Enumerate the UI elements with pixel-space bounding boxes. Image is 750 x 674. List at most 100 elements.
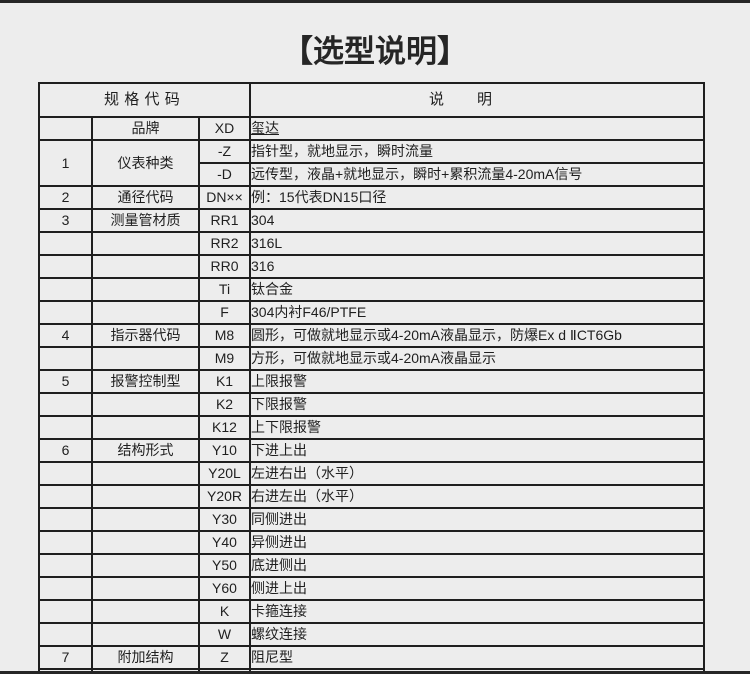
row-number-cell: 6 — [38, 438, 93, 463]
table-row: Y50 底进侧出 — [38, 553, 705, 578]
description-cell: 钛合金 — [249, 277, 705, 302]
bottom-divider — [0, 671, 750, 674]
spec-code-header: 规格代码 — [38, 82, 251, 118]
description-cell: 同侧进出 — [249, 507, 705, 532]
table-row: Y20L 左进右出（水平） — [38, 461, 705, 486]
table-row: K2 下限报警 — [38, 392, 705, 417]
table-row: M9 方形，可做就地显示或4-20mA液晶显示 — [38, 346, 705, 371]
table-row: 6 结构形式 Y10 下进上出 — [38, 438, 705, 463]
description-cell: 316 — [249, 254, 705, 279]
code-cell: -Z — [198, 139, 251, 164]
row-number-cell — [38, 553, 93, 578]
category-cell: 仪表种类 — [91, 139, 200, 187]
category-cell — [91, 392, 200, 417]
category-cell — [91, 254, 200, 279]
row-number-cell — [38, 346, 93, 371]
row-number-cell — [38, 415, 93, 440]
description-cell: 底进侧出 — [249, 553, 705, 578]
description-cell: 螺纹连接 — [249, 622, 705, 647]
row-number-cell: 3 — [38, 208, 93, 233]
row-number-cell — [38, 392, 93, 417]
code-cell: RR2 — [198, 231, 251, 256]
description-cell: 圆形，可做就地显示或4-20mA液晶显示，防爆Ex d ⅡCT6Gb — [249, 323, 705, 348]
row-number-cell — [38, 576, 93, 601]
code-cell: M8 — [198, 323, 251, 348]
description-cell: 316L — [249, 231, 705, 256]
description-cell: 卡箍连接 — [249, 599, 705, 624]
category-cell — [91, 231, 200, 256]
description-cell: 远传型，液晶+就地显示，瞬时+累积流量4-20mA信号 — [249, 162, 705, 187]
table-row: F 304内衬F46/PTFE — [38, 300, 705, 325]
row-number-cell — [38, 599, 93, 624]
category-cell — [91, 576, 200, 601]
category-cell — [91, 346, 200, 371]
description-cell: 下限报警 — [249, 392, 705, 417]
code-cell: -D — [198, 162, 251, 187]
row-number-cell — [38, 507, 93, 532]
category-cell: 指示器代码 — [91, 323, 200, 348]
category-cell — [91, 484, 200, 509]
code-cell: Y20L — [198, 461, 251, 486]
table-row: K12 上下限报警 — [38, 415, 705, 440]
table-row: Y30 同侧进出 — [38, 507, 705, 532]
row-number-cell — [38, 484, 93, 509]
code-cell: W — [198, 622, 251, 647]
table-row: RR0 316 — [38, 254, 705, 279]
table-row: W 螺纹连接 — [38, 622, 705, 647]
table-row: 2 通径代码 DN×× 例：15代表DN15口径 — [38, 185, 705, 210]
row-number-cell — [38, 231, 93, 256]
code-cell: K1 — [198, 369, 251, 394]
category-cell — [91, 599, 200, 624]
table-row: Y40 异侧进出 — [38, 530, 705, 555]
code-cell: Y50 — [198, 553, 251, 578]
code-cell: K — [198, 599, 251, 624]
category-cell — [91, 461, 200, 486]
table-row: RR2 316L — [38, 231, 705, 256]
code-cell: Y30 — [198, 507, 251, 532]
code-cell: K12 — [198, 415, 251, 440]
table-row: Y20R 右进左出（水平） — [38, 484, 705, 509]
code-cell: M9 — [198, 346, 251, 371]
description-cell: 侧进上出 — [249, 576, 705, 601]
description-cell: 异侧进出 — [249, 530, 705, 555]
brand-link[interactable]: 玺达 — [249, 116, 705, 141]
code-cell: RR0 — [198, 254, 251, 279]
row-number-cell — [38, 116, 93, 141]
code-cell: F — [198, 300, 251, 325]
code-cell: XD — [198, 116, 251, 141]
page-title: 【选型说明】 — [282, 34, 468, 69]
row-number-cell — [38, 300, 93, 325]
row-number-cell: 2 — [38, 185, 93, 210]
row-number-cell: 1 — [38, 139, 93, 187]
category-cell — [91, 553, 200, 578]
description-cell: 左进右出（水平） — [249, 461, 705, 486]
description-cell: 方形，可做就地显示或4-20mA液晶显示 — [249, 346, 705, 371]
description-cell: 304 — [249, 208, 705, 233]
description-cell: 上下限报警 — [249, 415, 705, 440]
top-divider — [0, 0, 750, 3]
table-row-brand: 品牌 XD 玺达 — [38, 116, 705, 141]
category-cell — [91, 415, 200, 440]
table-row: -D 远传型，液晶+就地显示，瞬时+累积流量4-20mA信号 — [39, 162, 705, 187]
category-cell: 结构形式 — [91, 438, 200, 463]
code-cell: Y60 — [198, 576, 251, 601]
row-number-cell: 7 — [38, 645, 93, 670]
description-header: 说明 — [249, 82, 705, 118]
description-cell: 下进上出 — [249, 438, 705, 463]
row-number-cell — [38, 254, 93, 279]
row-number-cell — [38, 277, 93, 302]
code-cell: Y10 — [198, 438, 251, 463]
row-number-cell — [38, 622, 93, 647]
table-row: 4 指示器代码 M8 圆形，可做就地显示或4-20mA液晶显示，防爆Ex d Ⅱ… — [38, 323, 705, 348]
description-cell: 指针型，就地显示，瞬时流量 — [249, 139, 705, 164]
category-cell: 附加结构 — [91, 645, 200, 670]
description-cell: 304内衬F46/PTFE — [249, 300, 705, 325]
category-cell — [91, 530, 200, 555]
description-cell: 上限报警 — [249, 369, 705, 394]
description-cell: 例：15代表DN15口径 — [249, 185, 705, 210]
category-cell — [91, 300, 200, 325]
code-cell: Z — [198, 645, 251, 670]
selection-table: 规格代码 说明 品牌 XD 玺达 1 仪表种类 -Z 指针型，就地显示，瞬时流量… — [38, 82, 705, 674]
row-number-cell — [38, 530, 93, 555]
